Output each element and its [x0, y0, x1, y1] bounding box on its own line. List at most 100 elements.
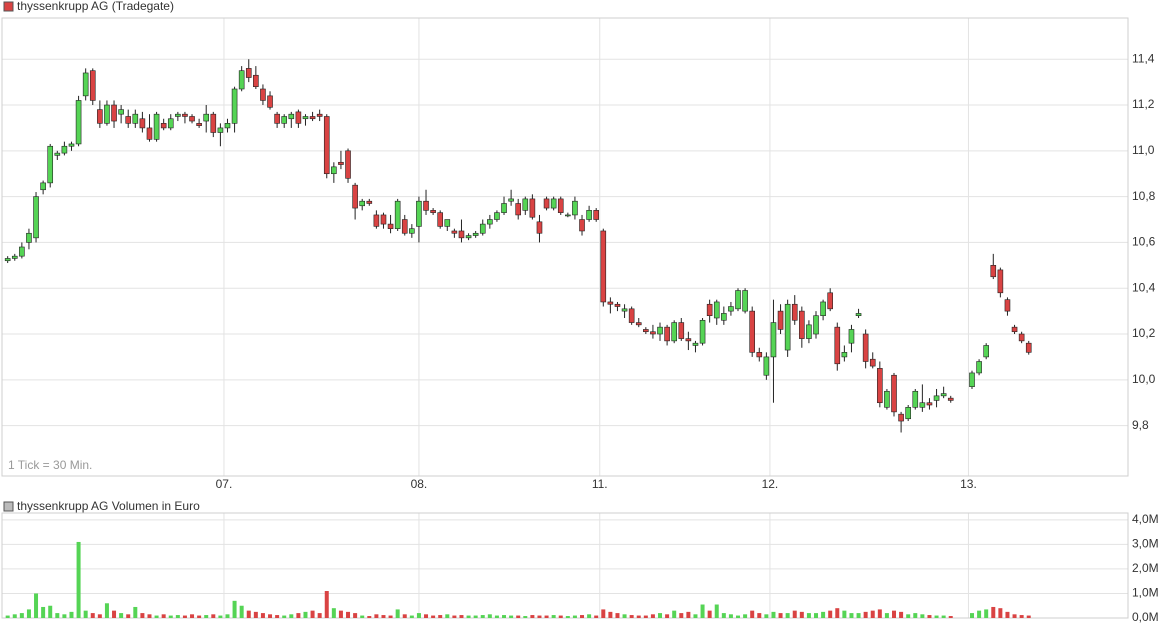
volume-bar [565, 616, 570, 618]
volume-bar [260, 613, 265, 618]
candle-body [217, 127, 224, 133]
candle-body [997, 269, 1004, 294]
volume-bar [934, 615, 939, 618]
volume-bar [870, 610, 875, 618]
candle-body [146, 127, 153, 140]
volume-bar [672, 610, 677, 618]
candle-body [231, 88, 238, 124]
volume-bar [112, 610, 117, 618]
volume-bar [572, 615, 577, 618]
volume-bar [977, 610, 982, 618]
candle-body [706, 303, 713, 316]
candle-body [536, 221, 543, 234]
volume-bar [438, 615, 443, 618]
volume-bar [126, 614, 131, 618]
candle-body [387, 223, 394, 229]
candle-body [111, 104, 117, 122]
volume-bar [970, 613, 975, 618]
candle-body [437, 212, 444, 227]
candle-body [33, 196, 39, 239]
volume-bar [12, 614, 17, 618]
y-tick-label: 11,4 [1132, 51, 1155, 65]
volume-bar [686, 611, 691, 618]
candle-body [579, 219, 585, 232]
candle-body [969, 372, 975, 387]
candle-body [721, 313, 727, 321]
volume-bar [104, 603, 109, 618]
volume-bar [360, 615, 365, 618]
candle-body [557, 198, 564, 213]
volume-bar [877, 609, 882, 618]
volume-bar [750, 610, 755, 618]
chart-title: thyssenkrupp AG (Tradegate) [17, 0, 174, 13]
x-tick-label: 12. [762, 477, 779, 491]
volume-bar [785, 613, 790, 618]
volume-bar [5, 615, 10, 618]
volume-bar [409, 615, 414, 618]
candle-body [61, 145, 68, 154]
volume-bar [97, 614, 102, 618]
candle-body [770, 322, 777, 358]
y-tick-label: 10,6 [1132, 235, 1156, 249]
candle-body [515, 203, 522, 216]
candle-body [444, 219, 451, 227]
volume-bar [83, 610, 88, 618]
candle-body [245, 68, 252, 78]
volume-bar [991, 606, 996, 618]
candle-body [784, 303, 791, 351]
volume-bar [693, 614, 698, 618]
volume-bar [296, 613, 301, 618]
volume-bar [516, 615, 521, 618]
candle-body [586, 210, 592, 220]
candle-body [692, 342, 699, 346]
candle-body [742, 290, 748, 312]
volume-bar [743, 614, 748, 618]
volume-bar [147, 614, 152, 618]
candle-body [11, 255, 18, 259]
candle-body [82, 72, 89, 97]
candle-body [685, 338, 692, 342]
candle-body [4, 258, 11, 262]
candle-body [607, 301, 614, 305]
candle-body [543, 198, 550, 209]
volume-bar [445, 614, 450, 618]
candle-body [791, 303, 798, 321]
volume-bar [268, 614, 273, 618]
candle-body [877, 368, 883, 404]
candle-body [487, 219, 493, 225]
legend-swatch [3, 1, 14, 12]
candle-body [167, 118, 174, 129]
volume-frame [1, 512, 1129, 619]
volume-bar [892, 610, 897, 618]
volume-bar [828, 610, 833, 618]
volume-bar [388, 615, 393, 618]
volume-bar [133, 606, 138, 618]
candle-body [196, 123, 202, 126]
volume-bar [253, 611, 258, 618]
volume-bar [658, 613, 663, 618]
volume-bar [849, 613, 854, 618]
candle-body [990, 265, 997, 278]
volume-title: thyssenkrupp AG Volumen in Euro [17, 499, 200, 513]
candle-body [827, 292, 833, 310]
volume-bar [835, 608, 840, 618]
volume-bar [211, 614, 216, 618]
volume-bar [168, 615, 173, 618]
candle-body [494, 212, 500, 220]
volume-bar [466, 615, 471, 618]
volume-bar [707, 610, 712, 618]
volume-bar [806, 613, 811, 618]
volume-bar [246, 610, 251, 618]
volume-bar [636, 615, 641, 618]
candle-body [657, 326, 663, 335]
volume-bar [615, 613, 620, 618]
volume-bar [338, 610, 343, 618]
volume-bar [381, 615, 386, 618]
volume-bar [1026, 615, 1031, 618]
candle-body [628, 308, 635, 323]
volume-bar [416, 613, 421, 618]
volume-bar [26, 609, 31, 618]
candle-body [898, 413, 904, 422]
candle-body [125, 116, 132, 124]
volume-bar [346, 611, 351, 618]
